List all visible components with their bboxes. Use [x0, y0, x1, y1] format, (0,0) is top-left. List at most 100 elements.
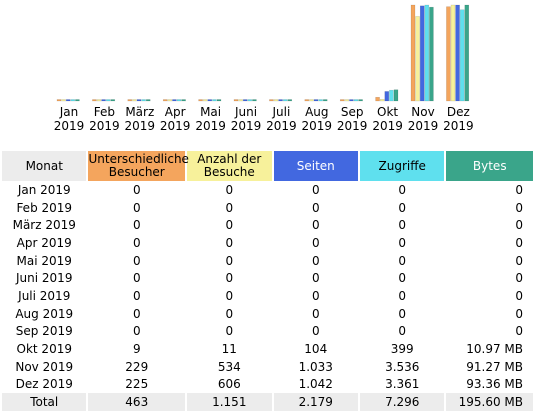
cell-pages: 0 — [311, 271, 320, 286]
x-tick-label: März 2019 — [120, 105, 160, 133]
cell-pages: 0 — [311, 306, 320, 321]
x-tick-year: 2019 — [89, 119, 120, 133]
bar-sep-series-5 — [358, 99, 363, 102]
x-tick-year: 2019 — [53, 119, 85, 133]
x-tick-month: Juni — [234, 105, 258, 119]
bar-nov-series-2 — [415, 16, 420, 102]
x-tick-year: 2019 — [407, 119, 439, 133]
total-cell-month: Total — [2, 393, 87, 411]
header-bytes: Bytes — [446, 151, 533, 181]
bar-okt-series-1 — [375, 96, 380, 102]
x-tick-year: 2019 — [336, 119, 368, 133]
cell-unique-visitors: 0 — [132, 218, 141, 233]
cell-visits: 0 — [225, 253, 234, 268]
bar-jan-series-5 — [75, 99, 80, 102]
cell-bytes: 93.36 MB — [466, 377, 523, 392]
x-tick-label: Dez 2019 — [438, 105, 478, 133]
x-tick-year: 2019 — [443, 119, 474, 133]
cell-unique-visitors: 0 — [132, 306, 141, 321]
cell-pages: 1.042 — [298, 377, 333, 392]
x-tick-label: Mai 2019 — [191, 105, 231, 133]
chart-svg — [56, 4, 470, 102]
table-row: Jan 2019 0 0 0 0 0 — [2, 181, 533, 199]
cell-pages: 1.033 — [298, 359, 333, 374]
bar-dez-series-3 — [455, 4, 460, 102]
bar-feb-series-1 — [92, 99, 97, 102]
cell-unique-visitors: 0 — [132, 200, 141, 215]
bar-märz-series-3 — [136, 99, 142, 102]
bar-sep-series-1 — [339, 99, 345, 102]
bar-okt-series-4 — [389, 89, 394, 102]
cell-month: Apr 2019 — [16, 235, 72, 250]
x-tick-month: Nov — [411, 105, 435, 119]
table-row: Juli 2019 0 0 0 0 0 — [2, 287, 533, 305]
bar-aug-series-5 — [322, 99, 328, 102]
bar-feb-series-2 — [96, 99, 102, 102]
bar-mai-series-4 — [212, 99, 217, 102]
cell-hits: 0 — [398, 288, 407, 303]
total-cell-hits: 7.296 — [360, 393, 445, 411]
cell-bytes: 0 — [515, 324, 523, 339]
cell-unique-visitors: 225 — [125, 377, 149, 392]
bar-mai-series-5 — [216, 99, 222, 102]
table-row: Aug 2019 0 0 0 0 0 — [2, 305, 533, 323]
header-unique-visitors: Unterschiedliche Besucher — [88, 151, 189, 181]
cell-month: Juni 2019 — [16, 271, 73, 286]
bar-feb-series-3 — [101, 99, 106, 102]
x-tick-month: Okt — [377, 105, 399, 119]
header-visits: Anzahl der Besuche — [187, 151, 272, 181]
x-tick-month: Feb — [93, 105, 116, 119]
cell-unique-visitors: 0 — [132, 182, 141, 197]
total-cell-visits: 1.151 — [187, 393, 272, 411]
table-row: Dez 2019 225 606 1.042 3.361 93.36 MB — [2, 376, 533, 394]
cell-bytes: 0 — [515, 271, 523, 286]
cell-unique-visitors: 0 — [132, 235, 141, 250]
bar-juli-series-3 — [278, 99, 283, 102]
cell-unique-visitors: 229 — [125, 359, 149, 374]
table-row: März 2019 0 0 0 0 0 — [2, 216, 533, 234]
bar-okt-series-5 — [393, 89, 399, 102]
cell-unique-visitors: 0 — [132, 271, 141, 286]
cell-month: Juli 2019 — [18, 288, 71, 303]
bar-jan-series-3 — [65, 99, 71, 102]
cell-visits: 0 — [225, 235, 234, 250]
x-tick-label: Juni 2019 — [226, 105, 266, 133]
cell-month: Okt 2019 — [16, 342, 72, 357]
cell-month: Jan 2019 — [17, 182, 71, 197]
bar-märz-series-5 — [145, 99, 151, 102]
bar-juni-series-2 — [238, 99, 243, 102]
cell-pages: 0 — [311, 218, 320, 233]
cell-unique-visitors: 9 — [132, 342, 141, 357]
bar-dez-series-4 — [459, 9, 465, 102]
x-tick-month: Aug — [305, 105, 329, 119]
cell-unique-visitors: 0 — [132, 288, 141, 303]
cell-visits: 0 — [225, 182, 234, 197]
monthly-stats-table: Monat Unterschiedliche Besucher Anzahl d… — [0, 151, 535, 411]
bar-märz-series-1 — [127, 99, 133, 102]
bar-okt-series-2 — [379, 99, 385, 102]
cell-pages: 0 — [311, 182, 320, 197]
table-body: Jan 2019 0 0 0 0 0 Feb 2019 0 0 0 0 0 März 2019 0 0 0 0 0… — [2, 181, 533, 411]
table-row: Apr 2019 0 0 0 0 0 — [2, 234, 533, 252]
x-tick-label: Apr 2019 — [155, 105, 195, 133]
total-cell-pages: 2.179 — [273, 393, 358, 411]
table-row: Juni 2019 0 0 0 0 0 — [2, 269, 533, 287]
cell-bytes: 0 — [515, 253, 523, 268]
header-hits: Zugriffe — [360, 151, 445, 181]
bar-aug-series-2 — [309, 99, 314, 102]
header-month: Monat — [2, 151, 87, 181]
total-cell-bytes: 195.60 MB — [446, 393, 533, 411]
bar-okt-series-3 — [384, 91, 390, 102]
header-pages: Seiten — [273, 151, 358, 181]
bar-mai-series-3 — [207, 99, 213, 102]
bar-sep-series-4 — [353, 99, 359, 102]
table-row: Sep 2019 0 0 0 0 0 — [2, 323, 533, 341]
x-tick-month: Dez — [446, 105, 470, 119]
cell-hits: 0 — [398, 271, 407, 286]
table-total-row: Total 463 1.151 2.179 7.296 195.60 MB — [2, 393, 533, 411]
x-tick-month: März — [125, 105, 155, 119]
x-tick-month: Sep — [340, 105, 364, 119]
bar-mai-series-1 — [198, 99, 203, 102]
cell-hits: 399 — [390, 342, 414, 357]
cell-hits: 0 — [398, 218, 407, 233]
